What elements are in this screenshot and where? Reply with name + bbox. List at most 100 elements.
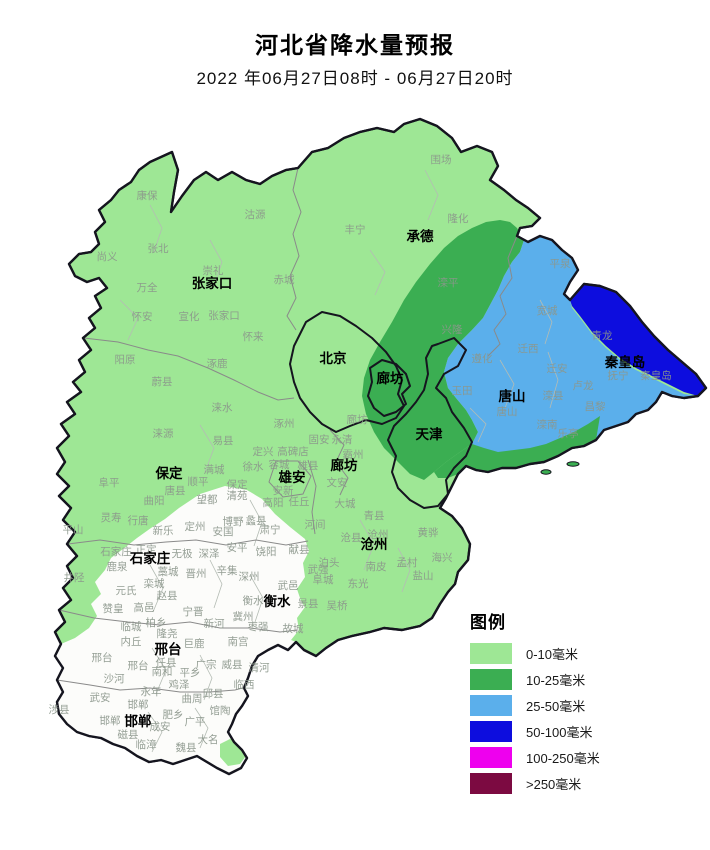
county-label: 尚义 bbox=[97, 250, 118, 263]
legend-item: 50-100毫米 bbox=[470, 721, 600, 742]
region-25-50 bbox=[444, 236, 698, 472]
county-label: 滦平 bbox=[438, 276, 459, 289]
page-title: 河北省降水量预报 bbox=[255, 32, 455, 58]
county-label: 文安 bbox=[327, 476, 348, 489]
county-label: 高阳 bbox=[263, 496, 284, 509]
county-label: 沧县 bbox=[341, 531, 362, 544]
legend-swatch-100-250 bbox=[470, 747, 512, 768]
county-label: 阜平 bbox=[99, 476, 120, 489]
county-label: 沽源 bbox=[245, 208, 266, 221]
city-label: 衡水 bbox=[264, 593, 291, 609]
legend-item: 25-50毫米 bbox=[470, 695, 600, 716]
county-label: 灵寿 bbox=[101, 511, 122, 524]
county-label: 定州 bbox=[185, 520, 206, 533]
city-label: 邯郸 bbox=[125, 713, 152, 729]
county-label: 正定 bbox=[136, 543, 157, 556]
county-label: 深泽 bbox=[199, 548, 220, 560]
county-label: 魏县 bbox=[176, 741, 197, 754]
county-label: 景县 bbox=[298, 598, 319, 610]
county-label: 定兴 bbox=[253, 445, 274, 458]
county-label: 博野 bbox=[223, 515, 244, 528]
city-label: 廊坊 bbox=[377, 370, 404, 386]
county-label: 临漳 bbox=[136, 738, 157, 751]
county-label: 顺平 bbox=[188, 476, 209, 488]
county-label: 涉县 bbox=[49, 703, 70, 716]
county-label: 丰宁 bbox=[345, 223, 366, 236]
city-label: 廊坊 bbox=[331, 457, 358, 473]
county-label: 阳原 bbox=[115, 354, 136, 366]
county-label: 大名 bbox=[198, 733, 219, 746]
county-label: 唐山 bbox=[497, 405, 518, 418]
county-label: 栾城 bbox=[144, 577, 165, 590]
county-label: 卢龙 bbox=[573, 379, 594, 392]
county-label: 邢台 bbox=[128, 659, 149, 672]
county-label: 昌黎 bbox=[585, 400, 606, 413]
county-label: 遵化 bbox=[472, 352, 493, 365]
city-label: 雄安 bbox=[278, 469, 306, 485]
county-label: 赞皇 bbox=[103, 602, 124, 615]
city-label: 邢台 bbox=[155, 641, 182, 657]
county-label: 黄骅 bbox=[418, 526, 439, 539]
county-label: 易县 bbox=[213, 435, 234, 447]
legend-title: 图例 bbox=[470, 613, 506, 632]
county-label: 新乐 bbox=[153, 524, 174, 537]
county-label: 张北 bbox=[148, 243, 169, 255]
island bbox=[567, 462, 579, 466]
county-label: 冀州 bbox=[233, 610, 254, 623]
county-label: 霸州 bbox=[343, 449, 364, 461]
county-label: 邯郸 bbox=[100, 714, 121, 727]
beijing-border bbox=[290, 312, 404, 432]
city-label: 沧州 bbox=[361, 536, 388, 552]
county-label: 广平 bbox=[185, 716, 206, 728]
county-label: 成安 bbox=[150, 720, 171, 733]
city-label: 石家庄 bbox=[129, 550, 171, 566]
county-label: 献县 bbox=[289, 543, 310, 556]
region-no-data bbox=[55, 486, 309, 774]
tianjin-border bbox=[388, 338, 472, 508]
county-label: 永清 bbox=[332, 433, 353, 446]
county-label: 隆化 bbox=[448, 212, 469, 225]
county-label: 南和 bbox=[152, 665, 173, 678]
county-boundaries bbox=[120, 170, 558, 752]
county-label: 元氏 bbox=[116, 585, 137, 597]
county-label: 衡水 bbox=[243, 595, 264, 607]
county-label: 沧州 bbox=[368, 528, 389, 541]
county-label: 满城 bbox=[204, 464, 225, 476]
city-label: 秦皇岛 bbox=[604, 354, 646, 370]
county-label: 盐山 bbox=[413, 569, 434, 582]
county-label: 永年 bbox=[141, 685, 162, 698]
county-label: 望都 bbox=[197, 493, 218, 506]
forecast-period: 2022 年06月27日08时 - 06月27日20时 bbox=[196, 69, 514, 88]
county-label: 徐水 bbox=[243, 460, 264, 473]
legend-item: 100-250毫米 bbox=[470, 747, 600, 768]
county-label: 饶阳 bbox=[256, 545, 277, 558]
county-label: 安新 bbox=[273, 484, 294, 497]
county-label: 玉田 bbox=[452, 385, 473, 397]
county-label: 宣化 bbox=[179, 310, 200, 323]
county-label: 围场 bbox=[431, 153, 452, 166]
county-label: 青龙 bbox=[592, 329, 613, 342]
county-label: 柏乡 bbox=[146, 616, 167, 629]
county-label: 抚宁 bbox=[608, 369, 629, 382]
county-label: 保定 bbox=[227, 478, 248, 491]
county-label: 晋州 bbox=[186, 568, 207, 580]
county-label: 深州 bbox=[239, 571, 260, 583]
county-label: 迁安 bbox=[547, 362, 568, 375]
county-label: 青县 bbox=[364, 509, 385, 522]
county-label: 泊头 bbox=[319, 557, 340, 569]
county-label: 鹿泉 bbox=[107, 560, 128, 573]
county-label: 肃宁 bbox=[260, 523, 281, 536]
county-label: 怀安 bbox=[132, 310, 153, 323]
county-label: 高碑店 bbox=[277, 445, 309, 458]
legend-swatch-25-50 bbox=[470, 695, 512, 716]
county-label: 隆尧 bbox=[157, 627, 178, 640]
county-label: 万全 bbox=[137, 281, 158, 294]
legend-label: 50-100毫米 bbox=[526, 725, 593, 740]
county-label: 崇礼 bbox=[203, 264, 224, 277]
county-label: 怀来 bbox=[243, 331, 264, 343]
island bbox=[541, 470, 551, 474]
region-10-25-band bbox=[362, 220, 524, 480]
